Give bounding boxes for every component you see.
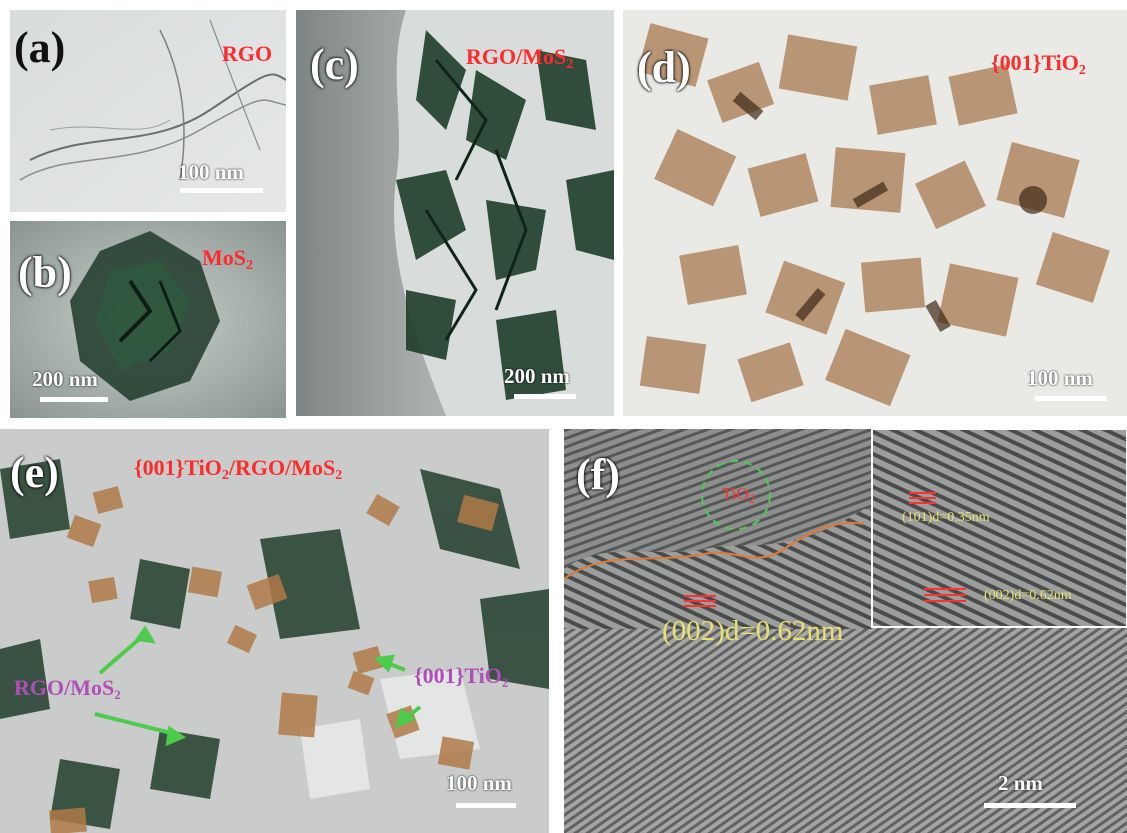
panel-b-sample-label: MoS2 xyxy=(202,247,253,273)
panel-b-sample-sub: 2 xyxy=(246,258,253,273)
panel-e-sample-label: {001}TiO2/RGO/MoS2 xyxy=(134,457,342,483)
panel-f-region-label: TiO2 xyxy=(722,485,755,505)
panel-c-sample-main: RGO/MoS xyxy=(466,44,567,69)
panel-a-scale-bar xyxy=(180,188,263,193)
panel-f: (f) TiO2 (002)d=0.62nm (101)d=0.35nm (00… xyxy=(564,429,1127,833)
panel-c-scale-bar xyxy=(514,394,576,399)
panel-d-sample-label: {001}TiO2 xyxy=(991,52,1086,78)
panel-c-scale-label: 200 nm xyxy=(504,364,570,388)
panel-d-sample-sub: 2 xyxy=(1078,63,1086,78)
panel-e-arrow-label-2-sub: 2 xyxy=(501,675,509,690)
panel-b-label: (b) xyxy=(18,248,72,297)
panel-e-scale-label: 100 nm xyxy=(446,771,512,795)
panel-c: (c) RGO/MoS2 200 nm xyxy=(296,10,614,416)
panel-b-scale-label: 200 nm xyxy=(32,367,98,391)
panel-a: (a) RGO 100 nm xyxy=(10,10,286,212)
panel-e-arrow-label-2-main: {001}TiO xyxy=(414,663,502,688)
panel-d-image xyxy=(623,10,1127,416)
panel-f-fringe-label: (002)d=0.62nm xyxy=(662,615,844,647)
panel-e-scale-bar xyxy=(456,803,516,808)
panel-e-sample-part1: {001}TiO xyxy=(134,455,222,480)
panel-a-scale-label: 100 nm xyxy=(178,160,244,184)
panel-e-image xyxy=(0,429,549,833)
panel-f-scale-label: 2 nm xyxy=(998,771,1043,795)
panel-e-sample-sub2: 2 xyxy=(335,468,343,483)
panel-d-sample-main: {001}TiO xyxy=(991,50,1079,75)
panel-f-scale-bar xyxy=(984,803,1076,808)
panel-b: (b) MoS2 200 nm xyxy=(10,221,286,418)
panel-f-image xyxy=(564,429,1127,833)
panel-f-region-sub: 2 xyxy=(748,491,756,506)
panel-d: (d) {001}TiO2 100 nm xyxy=(623,10,1127,416)
panel-f-region-main: TiO xyxy=(722,484,749,503)
panel-e-label: (e) xyxy=(10,448,59,497)
panel-e-sample-part2: /RGO/MoS xyxy=(228,455,336,480)
panel-e-arrow-label-1-sub: 2 xyxy=(114,687,121,702)
panel-a-label: (a) xyxy=(14,23,66,72)
panel-e-arrow-label-tio2: {001}TiO2 xyxy=(414,663,509,690)
panel-a-sample-label: RGO xyxy=(222,41,273,66)
panel-d-label: (d) xyxy=(637,43,691,92)
panel-d-scale-label: 100 nm xyxy=(1027,366,1093,390)
panel-a-image xyxy=(10,10,286,212)
panel-f-inset-fringe-label-1: (101)d=0.35nm xyxy=(902,510,990,525)
panel-c-label: (c) xyxy=(310,40,359,89)
panel-f-inset-fringe-label-2: (002)d=0.62nm xyxy=(984,588,1072,603)
panel-d-scale-bar xyxy=(1035,396,1107,401)
panel-c-image xyxy=(296,10,614,416)
panel-e-sample-sub1: 2 xyxy=(221,468,229,483)
panel-c-sample-sub: 2 xyxy=(566,57,574,72)
panel-e: (e) {001}TiO2/RGO/MoS2 RGO/MoS2 {001}TiO… xyxy=(0,429,549,833)
panel-e-arrow-label-1-main: RGO/MoS xyxy=(14,675,115,700)
panel-b-sample-main: MoS xyxy=(202,245,246,270)
panel-c-sample-label: RGO/MoS2 xyxy=(466,46,573,72)
panel-b-image xyxy=(10,221,286,418)
panel-f-label: (f) xyxy=(576,450,620,499)
panel-e-arrow-label-rgo-mos2: RGO/MoS2 xyxy=(14,675,121,702)
panel-b-scale-bar xyxy=(40,397,108,402)
